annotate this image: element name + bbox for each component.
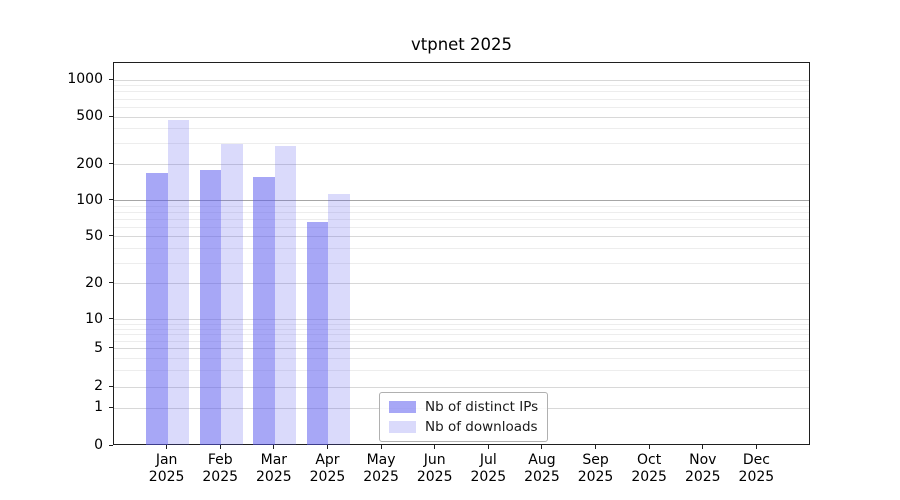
gridline-minor	[114, 106, 809, 108]
gridline-minor	[114, 247, 809, 249]
y-tick-mark	[109, 163, 113, 165]
legend-label-downloads: Nb of downloads	[425, 419, 538, 435]
gridline-minor	[114, 328, 809, 330]
legend-label-distinct-ips: Nb of distinct IPs	[425, 399, 539, 415]
gridline-minor	[114, 227, 809, 229]
x-tick-label: Nov 2025	[684, 452, 721, 485]
y-tick-label: 5	[94, 339, 103, 356]
legend-swatch-downloads	[389, 421, 416, 433]
gridline-minor	[114, 323, 809, 325]
gridline-minor	[114, 357, 809, 359]
y-tick-label: 500	[76, 108, 103, 124]
y-tick-label: 100	[76, 191, 103, 208]
gridline-minor	[114, 143, 809, 145]
x-tick-mark	[648, 445, 650, 449]
gridline-major	[114, 164, 809, 166]
x-tick-label: Jan 2025	[148, 452, 185, 485]
gridline-minor	[114, 128, 809, 130]
gridline-minor	[114, 369, 809, 371]
plot-area	[113, 62, 810, 445]
gridline-major	[114, 348, 809, 350]
x-tick-label: Feb 2025	[202, 452, 239, 485]
gridline-major	[114, 200, 809, 202]
x-tick-label: Dec 2025	[738, 452, 775, 485]
y-tick-mark	[109, 78, 113, 80]
gridline-major	[114, 319, 809, 321]
legend-row-downloads: Nb of downloads	[389, 418, 538, 436]
gridline-minor	[114, 212, 809, 214]
gridline-minor	[114, 85, 809, 87]
x-tick-mark	[326, 445, 328, 449]
gridline-minor	[114, 262, 809, 264]
x-tick-label: May 2025	[363, 452, 399, 485]
y-tick-label: 1	[94, 399, 103, 415]
legend-swatch-distinct-ips	[389, 401, 416, 413]
y-tick-mark	[109, 318, 113, 320]
x-tick-label: Apr 2025	[309, 452, 346, 485]
x-tick-mark	[541, 445, 543, 449]
y-tick-mark	[109, 406, 113, 408]
x-tick-label: Sep 2025	[577, 452, 614, 485]
gridline-minor	[114, 205, 809, 207]
bar-downloads	[167, 120, 190, 445]
y-tick-mark	[109, 235, 113, 237]
x-tick-mark	[166, 445, 168, 449]
bar-downloads	[274, 145, 297, 445]
gridline-minor	[114, 98, 809, 100]
bar-distinct-ips	[146, 172, 168, 445]
y-tick-label: 1000	[67, 71, 103, 87]
y-tick-label: 2	[94, 378, 103, 395]
x-tick-label: Jun 2025	[416, 452, 453, 485]
gridline-minor	[114, 334, 809, 336]
gridline-major	[114, 79, 809, 81]
x-tick-mark	[434, 445, 436, 449]
chart-title: vtpnet 2025	[410, 35, 513, 54]
gridline-major	[114, 116, 809, 118]
y-tick-label: 0	[94, 437, 103, 453]
x-tick-label: Aug 2025	[524, 452, 560, 485]
y-tick-mark	[109, 444, 113, 446]
legend: Nb of distinct IPs Nb of downloads	[379, 392, 549, 442]
x-tick-label: Jul 2025	[470, 452, 507, 485]
bar-distinct-ips	[253, 176, 275, 445]
y-tick-mark	[109, 347, 113, 349]
x-tick-label: Oct 2025	[631, 452, 667, 485]
bar-distinct-ips	[306, 221, 329, 445]
gridline-minor	[114, 219, 809, 221]
x-tick-mark	[487, 445, 489, 449]
x-tick-mark	[380, 445, 382, 449]
x-tick-mark	[273, 445, 275, 449]
gridline-major	[114, 236, 809, 238]
gridline-minor	[114, 91, 809, 93]
gridline-major	[114, 283, 809, 285]
y-tick-label: 200	[76, 155, 103, 172]
y-tick-label: 50	[85, 227, 103, 244]
x-tick-mark	[219, 445, 221, 449]
bar-downloads	[328, 193, 350, 445]
bar-downloads	[221, 143, 243, 445]
gridline-minor	[114, 340, 809, 342]
bar-distinct-ips	[199, 170, 222, 445]
x-tick-mark	[595, 445, 597, 449]
gridline-major	[114, 386, 809, 388]
x-tick-mark	[702, 445, 704, 449]
y-tick-label: 20	[85, 274, 103, 291]
y-tick-mark	[109, 199, 113, 201]
legend-row-distinct-ips: Nb of distinct IPs	[389, 398, 538, 416]
x-tick-mark	[755, 445, 757, 449]
x-tick-label: Mar 2025	[256, 452, 292, 485]
y-tick-label: 10	[85, 310, 103, 327]
y-tick-mark	[109, 282, 113, 284]
y-tick-mark	[109, 385, 113, 387]
y-tick-mark	[109, 115, 113, 117]
